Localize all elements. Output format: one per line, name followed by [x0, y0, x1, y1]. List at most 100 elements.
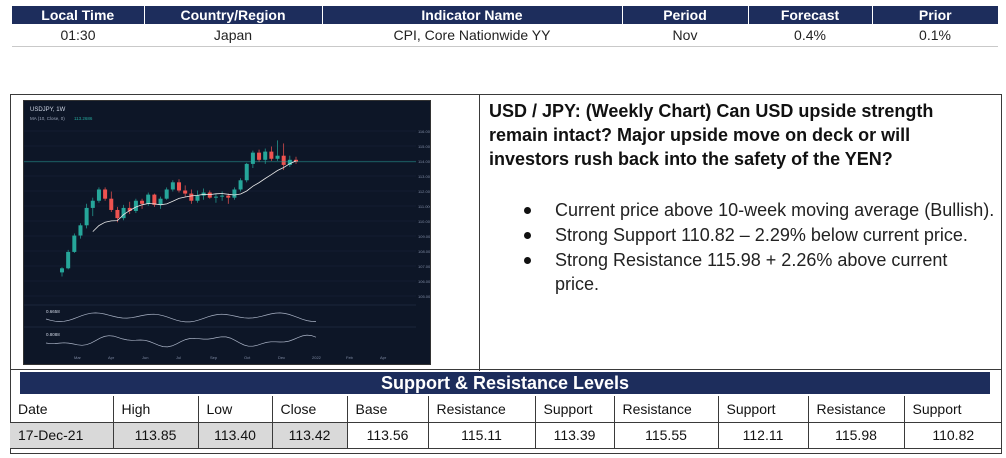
chart-ma-value: 113.2686 [74, 116, 93, 121]
analysis-bullet-text: Current price above 10-week moving avera… [555, 200, 995, 220]
candle-body [195, 195, 200, 201]
sr-header-high: High [113, 396, 199, 423]
chart-ma-label: MA (10, Close, 0) [30, 116, 65, 121]
support-resistance-table: Date High Low Close Base Resistance Supp… [10, 396, 1002, 449]
sr-cell-date: 17-Dec-21 [10, 422, 114, 449]
y-axis-label: 114.000 [418, 159, 430, 164]
x-axis-label: 2022 [312, 355, 322, 360]
sr-cell-resistance-3: 115.98 [808, 422, 905, 449]
calendar-header-prior: Prior [872, 6, 998, 24]
candle-body [232, 189, 237, 198]
y-axis-label: 115.000 [418, 144, 430, 149]
calendar-cell-period: Nov [622, 24, 748, 47]
candle-body [213, 196, 218, 198]
candle-body [170, 182, 175, 190]
sr-cell-high: 113.85 [113, 422, 199, 449]
candle-body [96, 189, 101, 201]
sr-header-date: Date [10, 396, 114, 423]
candlestick-chart-svg: USDJPY, 1W MA (10, Close, 0) 113.2686 11… [24, 107, 430, 360]
oscillator-1-line [45, 312, 317, 323]
panel-divider [479, 95, 480, 371]
candle-body [103, 189, 108, 199]
calendar-header-local-time: Local Time [12, 6, 145, 24]
calendar-header-period: Period [622, 6, 749, 24]
candle-body [127, 207, 132, 211]
usdjpy-weekly-chart: USDJPY, 1W MA (10, Close, 0) 113.2686 11… [23, 100, 431, 365]
candle-body [121, 207, 126, 219]
analysis-bullet: Current price above 10-week moving avera… [521, 198, 996, 222]
y-axis-label: 107.000 [418, 264, 430, 269]
candle-body [177, 182, 181, 191]
candle-body [257, 152, 262, 160]
y-axis-label: 105.000 [418, 294, 430, 299]
candle-body [164, 189, 169, 199]
sr-header-support-2: Support [718, 396, 809, 423]
candle-body [269, 151, 274, 159]
candle-body [72, 235, 77, 252]
sr-cell-support-1: 113.39 [535, 422, 615, 449]
bullet-dot-icon [524, 207, 531, 214]
sr-data-row: 17-Dec-21 113.85 113.40 113.42 113.56 11… [10, 422, 1002, 449]
candle-body [244, 163, 249, 181]
x-axis-label: Jun [142, 355, 148, 360]
candle-body [140, 200, 145, 204]
y-axis-label: 116.000 [418, 129, 430, 134]
sr-cell-base: 113.56 [347, 422, 429, 449]
y-axis-label: 111.000 [418, 204, 430, 209]
calendar-row: 01:30 Japan CPI, Core Nationwide YY Nov … [12, 24, 998, 47]
candle-body [133, 200, 138, 211]
analysis-bullet-text: Strong Support 110.82 – 2.29% below curr… [555, 225, 968, 245]
economic-calendar-table: Local Time Country/Region Indicator Name… [12, 6, 998, 47]
candle-body [84, 207, 89, 226]
osc2-value-label: 0.8088 [46, 332, 60, 337]
candle-body [66, 251, 71, 269]
candle-body [78, 225, 83, 236]
candle-body [263, 151, 268, 160]
sr-title: Support & Resistance Levels [20, 372, 990, 394]
sr-cell-support-2: 112.11 [718, 422, 809, 449]
calendar-header-forecast: Forecast [748, 6, 873, 24]
x-axis-label: Feb [346, 355, 354, 360]
x-axis-label: Apr [380, 355, 387, 360]
analysis-bullet: Strong Resistance 115.98 + 2.26% above c… [521, 248, 996, 296]
analysis-bullet-text: Strong Resistance 115.98 + 2.26% above c… [555, 250, 948, 294]
y-axis-label: 106.000 [418, 279, 430, 284]
candle-body [146, 194, 151, 204]
sr-cell-resistance-1: 115.11 [428, 422, 536, 449]
candle-body [60, 268, 64, 273]
calendar-header-country: Country/Region [144, 6, 323, 24]
sr-header-support-1: Support [535, 396, 615, 423]
bullet-dot-icon [524, 257, 531, 264]
calendar-header-indicator: Indicator Name [322, 6, 623, 24]
candle-body [115, 209, 120, 219]
candle-body [90, 200, 95, 208]
chart-symbol-label: USDJPY, 1W [30, 107, 66, 113]
candle-body [220, 195, 225, 197]
x-axis-label: Jul [176, 355, 181, 360]
analysis-bullet-list: Current price above 10-week moving avera… [521, 198, 996, 297]
calendar-cell-indicator: CPI, Core Nationwide YY [322, 24, 622, 47]
candle-body [183, 190, 188, 194]
x-axis-label: Dec [278, 355, 285, 360]
bullet-dot-icon [524, 232, 531, 239]
y-axis-label: 109.000 [418, 234, 430, 239]
analysis-panel: USDJPY, 1W MA (10, Close, 0) 113.2686 11… [10, 94, 1002, 371]
candle-body [287, 159, 292, 165]
calendar-cell-country: Japan [144, 24, 322, 47]
sr-header-base: Base [347, 396, 429, 423]
calendar-cell-time: 01:30 [12, 24, 144, 47]
sr-header-resistance-3: Resistance [808, 396, 905, 423]
candle-body [281, 155, 286, 165]
candle-body [238, 180, 243, 190]
sr-header-row: Date High Low Close Base Resistance Supp… [10, 396, 1002, 423]
analysis-bullet: Strong Support 110.82 – 2.29% below curr… [521, 223, 996, 247]
sr-header-low: Low [198, 396, 273, 423]
candle-body [189, 193, 194, 201]
sr-header-support-3: Support [904, 396, 1002, 423]
x-axis-label: Mar [74, 355, 82, 360]
y-axis-label: 112.000 [418, 189, 430, 194]
calendar-cell-prior: 0.1% [872, 24, 998, 47]
candle-body [109, 198, 114, 210]
candle-body [250, 152, 255, 164]
candle-body [226, 195, 231, 198]
